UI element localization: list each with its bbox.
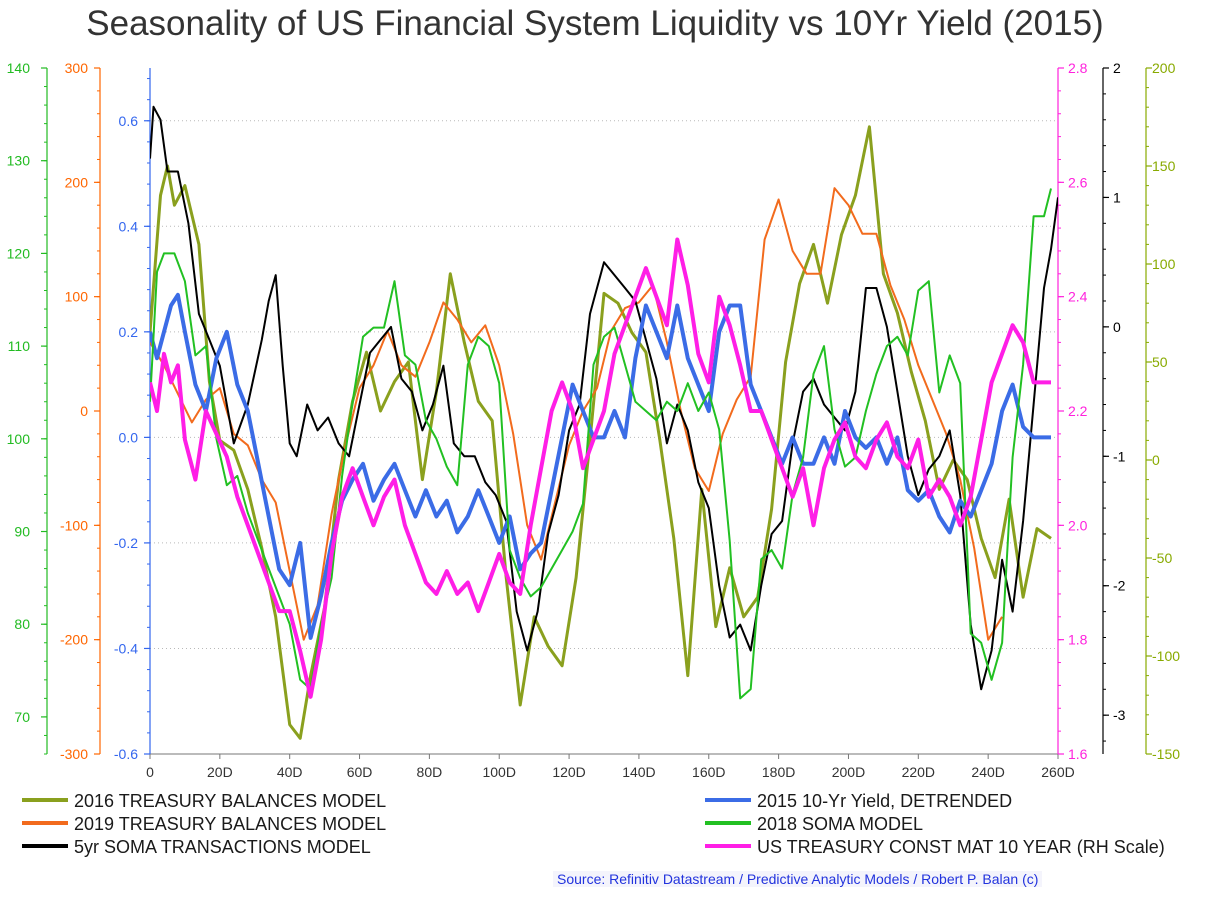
legend-item: 2016 TREASURY BALANCES MODEL xyxy=(22,791,386,812)
orange-tick-label: 100 xyxy=(65,289,89,305)
orange-tick-label: -200 xyxy=(60,632,88,648)
legend-label: 2019 TREASURY BALANCES MODEL xyxy=(74,814,387,834)
legend-swatch xyxy=(22,798,68,803)
blue-tick-label: 0.6 xyxy=(119,113,139,129)
blue-tick-label: 0.2 xyxy=(119,324,139,340)
olive-tick-label: -50 xyxy=(1152,550,1172,566)
orange-tick-label: 300 xyxy=(65,60,89,76)
olive-tick-label: 200 xyxy=(1152,60,1176,76)
orange-tick-label: 0 xyxy=(80,403,88,419)
x-tick-label: 40D xyxy=(277,764,303,780)
x-tick-label: 140D xyxy=(622,764,655,780)
legend-label: 2015 10-Yr Yield, DETRENDED xyxy=(757,791,1013,811)
x-tick-label: 0 xyxy=(146,764,154,780)
green-tick-label: 70 xyxy=(14,709,30,725)
legend-swatch xyxy=(705,821,751,826)
legend-label: 2018 SOMA MODEL xyxy=(757,814,924,834)
legend-item: 5yr SOMA TRANSACTIONS MODEL xyxy=(22,837,371,858)
legend-right-column: 2015 10-Yr Yield, DETRENDED 2018 SOMA MOD… xyxy=(705,791,1195,863)
legend-item: 2015 10-Yr Yield, DETRENDED xyxy=(705,791,1012,812)
black-tick-label: -1 xyxy=(1113,448,1126,464)
series-line-3 xyxy=(150,105,1058,691)
black-tick-label: -2 xyxy=(1113,578,1126,594)
legend-item: US TREASURY CONST MAT 10 YEAR (RH Scale) xyxy=(705,837,1165,858)
orange-tick-label: 200 xyxy=(65,174,89,190)
olive-tick-label: -150 xyxy=(1152,746,1180,762)
legend-left-column: 2016 TREASURY BALANCES MODEL 2019 TREASUR… xyxy=(22,791,582,863)
olive-tick-label: 0 xyxy=(1152,452,1160,468)
green-tick-label: 90 xyxy=(14,524,30,540)
legend-swatch xyxy=(22,821,68,826)
legend-swatch xyxy=(22,844,68,849)
x-tick-label: 240D xyxy=(971,764,1004,780)
x-tick-label: 200D xyxy=(832,764,865,780)
green-tick-label: 120 xyxy=(7,245,31,261)
x-tick-label: 120D xyxy=(552,764,585,780)
magenta-tick-label: 2.8 xyxy=(1068,60,1088,76)
green-tick-label: 140 xyxy=(7,60,31,76)
olive-tick-label: 150 xyxy=(1152,158,1176,174)
black-tick-label: 1 xyxy=(1113,189,1121,205)
x-tick-label: 60D xyxy=(347,764,373,780)
magenta-tick-label: 1.6 xyxy=(1068,746,1088,762)
magenta-tick-label: 1.8 xyxy=(1068,632,1088,648)
olive-tick-label: -100 xyxy=(1152,648,1180,664)
blue-tick-label: -0.6 xyxy=(114,746,138,762)
series-line-5 xyxy=(150,188,1052,700)
x-tick-label: 180D xyxy=(762,764,795,780)
x-tick-label: 160D xyxy=(692,764,725,780)
x-tick-label: 260D xyxy=(1041,764,1074,780)
olive-tick-label: 50 xyxy=(1152,354,1168,370)
legend-label: US TREASURY CONST MAT 10 YEAR (RH Scale) xyxy=(757,837,1165,857)
black-tick-label: 0 xyxy=(1113,319,1121,335)
x-tick-label: 20D xyxy=(207,764,233,780)
magenta-tick-label: 2.4 xyxy=(1068,289,1088,305)
blue-tick-label: 0.0 xyxy=(119,429,139,445)
blue-tick-label: -0.2 xyxy=(114,535,138,551)
x-tick-label: 100D xyxy=(482,764,515,780)
chart-title: Seasonality of US Financial System Liqui… xyxy=(86,4,1104,43)
green-tick-label: 110 xyxy=(8,338,31,354)
green-tick-label: 100 xyxy=(7,431,31,447)
x-tick-label: 220D xyxy=(902,764,935,780)
blue-tick-label: 0.4 xyxy=(119,218,139,234)
orange-tick-label: -100 xyxy=(60,517,88,533)
series-line-6 xyxy=(150,237,1051,699)
magenta-tick-label: 2.2 xyxy=(1068,403,1088,419)
orange-tick-label: -300 xyxy=(60,746,88,762)
legend-label: 5yr SOMA TRANSACTIONS MODEL xyxy=(74,837,371,857)
magenta-tick-label: 2.6 xyxy=(1068,174,1088,190)
black-tick-label: 2 xyxy=(1113,60,1121,76)
green-tick-label: 80 xyxy=(14,616,30,632)
series-group xyxy=(150,105,1058,740)
black-tick-label: -3 xyxy=(1113,707,1126,723)
legend-swatch xyxy=(705,844,751,849)
source-note: Source: Refinitiv Datastream / Predictiv… xyxy=(553,871,1043,887)
legend-label: 2016 TREASURY BALANCES MODEL xyxy=(74,791,387,811)
legend-item: 2019 TREASURY BALANCES MODEL xyxy=(22,814,386,835)
legend-item: 2018 SOMA MODEL xyxy=(705,814,923,835)
olive-tick-label: 100 xyxy=(1152,256,1176,272)
series-line-1 xyxy=(150,125,1052,740)
green-tick-label: 130 xyxy=(7,153,31,169)
x-tick-label: 80D xyxy=(417,764,443,780)
legend-swatch xyxy=(705,798,751,803)
magenta-tick-label: 2.0 xyxy=(1068,517,1088,533)
blue-tick-label: -0.4 xyxy=(114,640,138,656)
